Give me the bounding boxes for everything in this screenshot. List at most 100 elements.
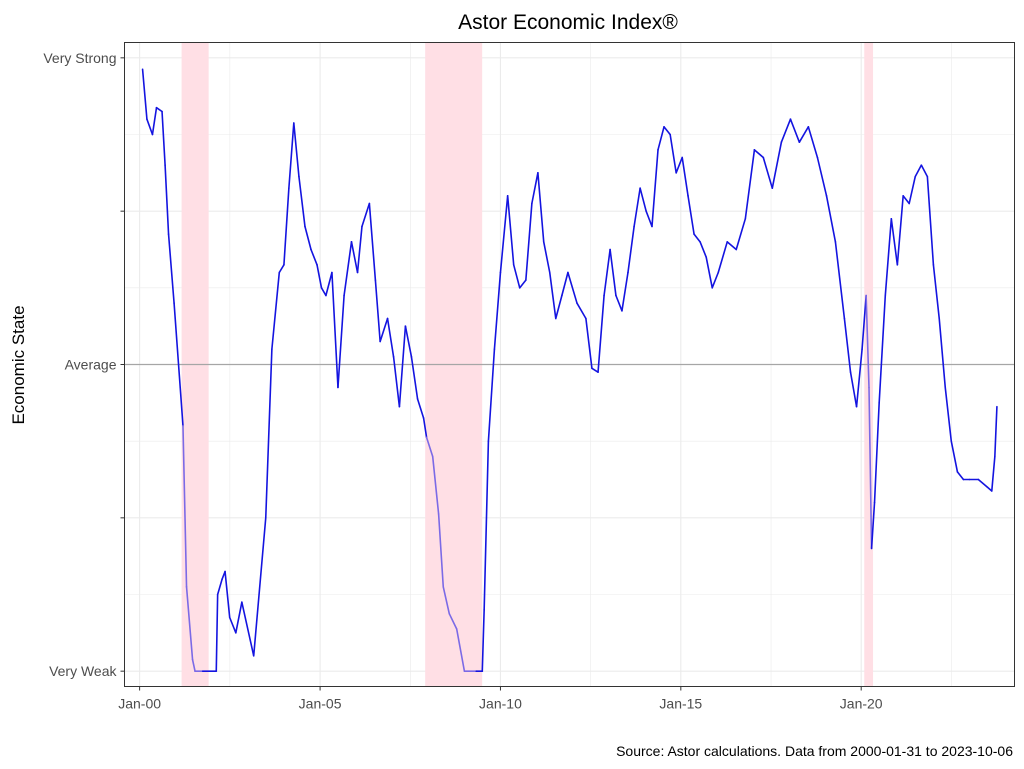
series-segment (293, 122, 300, 178)
series-segment (316, 264, 323, 289)
series-segment (868, 386, 873, 550)
series-segment (431, 455, 440, 515)
series-segment (849, 371, 858, 408)
series-segment (525, 202, 533, 281)
series-segment (374, 279, 381, 343)
series-segment (179, 386, 184, 427)
series-segment (283, 187, 290, 266)
series-segment (798, 126, 810, 143)
series-segment (681, 156, 689, 197)
series-segment (908, 175, 917, 205)
series-segment (687, 195, 695, 235)
series-lines (141, 68, 998, 672)
series-segment (448, 612, 458, 630)
series-segment (499, 195, 509, 274)
series-segment (416, 398, 425, 419)
series-segment (825, 195, 837, 243)
series-segment (843, 317, 852, 373)
series-segment (481, 609, 485, 672)
series-segment (699, 241, 708, 258)
x-tick-label: Jan-15 (659, 696, 702, 712)
series-segment (379, 317, 389, 343)
series-segment (926, 175, 935, 266)
series-segment (576, 302, 587, 320)
series-segment (890, 218, 899, 266)
series-segment (325, 271, 333, 297)
series-segment (337, 294, 345, 389)
series-segment (633, 187, 641, 228)
series-segment (735, 218, 747, 251)
series-segment (675, 156, 684, 174)
series-segment (304, 225, 312, 251)
series-segment (591, 367, 599, 373)
series-segment (567, 271, 578, 304)
series-segment (278, 264, 285, 274)
series-segment (264, 348, 273, 519)
series-segment (331, 271, 339, 389)
series-segment (807, 126, 819, 159)
series-segment (627, 225, 635, 274)
series-segment (215, 593, 219, 672)
series-segment (870, 501, 876, 550)
series-segment (816, 156, 828, 197)
series-segment (216, 578, 223, 596)
series-segment (493, 271, 502, 350)
series-segment (932, 264, 941, 320)
series-segment (873, 402, 880, 504)
series-segment (161, 110, 166, 166)
y-axis: Very Strong Average Very Weak (43, 50, 125, 679)
series-segment (621, 271, 629, 312)
series-segment (537, 172, 545, 243)
x-axis: Jan-00 Jan-05 Jan-10 Jan-15 Jan-20 (118, 686, 883, 712)
series-segment (386, 317, 395, 358)
series-segment (506, 195, 515, 266)
series-segment (669, 133, 677, 174)
series-segment (398, 325, 407, 408)
series-segment (990, 455, 996, 492)
series-segment (320, 287, 327, 297)
series-segment (173, 302, 182, 389)
series-segment (639, 187, 647, 212)
x-tick-label: Jan-10 (479, 696, 522, 712)
series-segment (950, 440, 959, 473)
series-segment (191, 658, 196, 672)
series-segment (392, 356, 401, 408)
series-segment (896, 195, 904, 266)
series-segment (141, 68, 148, 120)
series-segment (762, 156, 774, 189)
series-segment (155, 106, 163, 113)
x-tick-label: Jan-00 (118, 696, 161, 712)
series-segment (512, 264, 521, 289)
series-segment (404, 325, 413, 358)
series-segment (185, 586, 194, 661)
y-tick-label: Very Weak (49, 663, 117, 679)
series-segment (705, 256, 714, 289)
series-segment (224, 570, 231, 619)
series-segment (483, 440, 490, 611)
series-segment (235, 601, 243, 634)
y-tick-label: Very Strong (43, 50, 116, 66)
y-axis-label: Economic State (9, 305, 28, 424)
series-segment (865, 294, 870, 389)
series-segment (920, 164, 929, 178)
source-caption: Source: Astor calculations. Data from 20… (616, 743, 1013, 759)
series-segment (437, 513, 445, 588)
series-segment (855, 348, 863, 408)
series-segment (271, 271, 281, 350)
series-segment (554, 294, 563, 320)
series-segment (531, 172, 539, 205)
series-segment (977, 478, 989, 488)
series-segment (361, 202, 371, 228)
series-segment (542, 241, 551, 274)
series-segment (241, 601, 255, 657)
series-segment (938, 317, 947, 389)
series-segment (425, 436, 434, 458)
series-segment (350, 241, 359, 274)
series-segment (442, 586, 451, 615)
series-segment (410, 356, 419, 400)
series-segment (603, 248, 611, 297)
series-segment (944, 386, 953, 442)
series-segment (487, 348, 496, 442)
series-segment (789, 118, 801, 143)
series-segment (861, 294, 867, 350)
